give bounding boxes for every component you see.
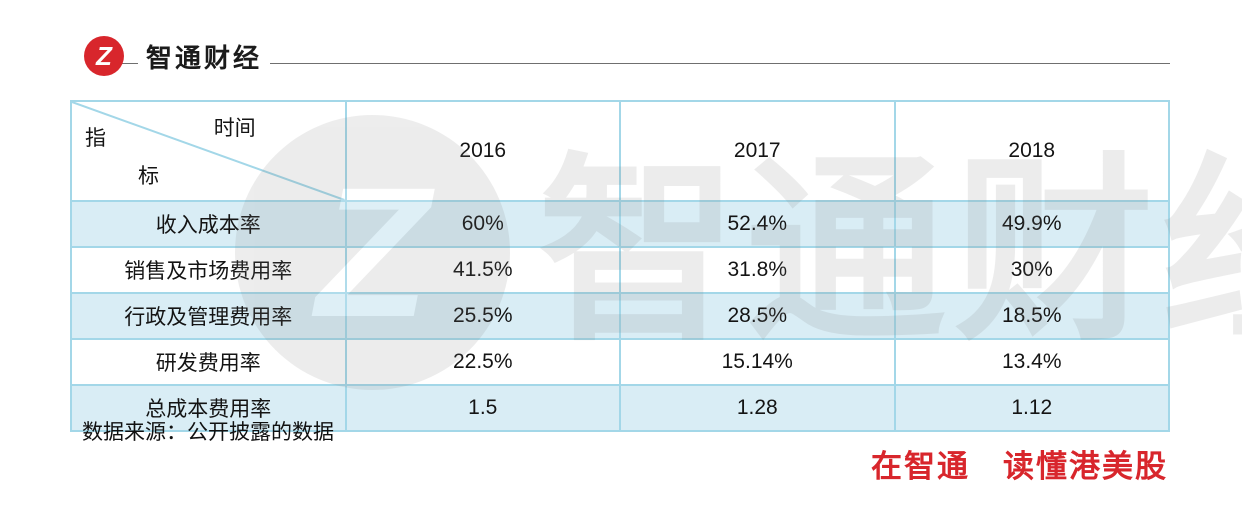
table-cell: 30% bbox=[893, 246, 1170, 294]
table-cell: 41.5% bbox=[344, 246, 621, 294]
row-label: 总成本费用率 bbox=[70, 384, 347, 432]
header-divider bbox=[86, 63, 1170, 64]
column-header-year: 2018 bbox=[893, 100, 1170, 202]
table-cell: 18.5% bbox=[893, 292, 1170, 340]
table-row: 销售及市场费用率 41.5% 31.8% 30% bbox=[70, 246, 1170, 294]
table-cell: 1.5 bbox=[344, 384, 621, 432]
corner-label-time: 时间 bbox=[213, 117, 256, 140]
table-cell: 25.5% bbox=[344, 292, 621, 340]
brand-logo-letter: Z bbox=[96, 41, 112, 71]
row-label: 收入成本率 bbox=[70, 200, 347, 248]
table-cell: 31.8% bbox=[619, 246, 896, 294]
row-label: 行政及管理费用率 bbox=[70, 292, 347, 340]
table-row: 研发费用率 22.5% 15.14% 13.4% bbox=[70, 338, 1170, 386]
brand-name: 智通财经 bbox=[138, 37, 271, 75]
metrics-table: 时间 指 标 2016 2017 2018 收入成本率 60% 52.4% 49… bbox=[70, 100, 1170, 432]
data-source-note: 数据来源：公开披露的数据 bbox=[82, 421, 334, 444]
corner-label-indicator-char1: 指 bbox=[85, 127, 106, 150]
table-cell: 49.9% bbox=[893, 200, 1170, 248]
table-corner-cell: 时间 指 标 bbox=[70, 100, 347, 202]
row-label: 销售及市场费用率 bbox=[70, 246, 347, 294]
table-cell: 1.28 bbox=[619, 384, 896, 432]
table-cell: 60% bbox=[344, 200, 621, 248]
table-row: 行政及管理费用率 25.5% 28.5% 18.5% bbox=[70, 292, 1170, 340]
table-row: 收入成本率 60% 52.4% 49.9% bbox=[70, 200, 1170, 248]
table-cell: 13.4% bbox=[893, 338, 1170, 386]
corner-label-indicator-char2: 标 bbox=[138, 165, 159, 188]
table-cell: 15.14% bbox=[619, 338, 896, 386]
column-header-year: 2017 bbox=[619, 100, 896, 202]
table-cell: 28.5% bbox=[619, 292, 896, 340]
table-cell: 52.4% bbox=[619, 200, 896, 248]
brand-logo-icon: Z bbox=[84, 36, 124, 76]
table-row: 总成本费用率 1.5 1.28 1.12 bbox=[70, 384, 1170, 432]
table-cell: 22.5% bbox=[344, 338, 621, 386]
data-table: 时间 指 标 2016 2017 2018 收入成本率 60% 52.4% 49… bbox=[70, 100, 1170, 432]
row-label: 研发费用率 bbox=[70, 338, 347, 386]
table-header-row: 时间 指 标 2016 2017 2018 bbox=[70, 100, 1170, 202]
brand-header: Z 智通财经 bbox=[84, 36, 271, 76]
table-cell: 1.12 bbox=[893, 384, 1170, 432]
brand-slogan: 在智通 读懂港美股 bbox=[871, 449, 1168, 484]
column-header-year: 2016 bbox=[344, 100, 621, 202]
diagonal-divider-icon bbox=[72, 102, 345, 200]
